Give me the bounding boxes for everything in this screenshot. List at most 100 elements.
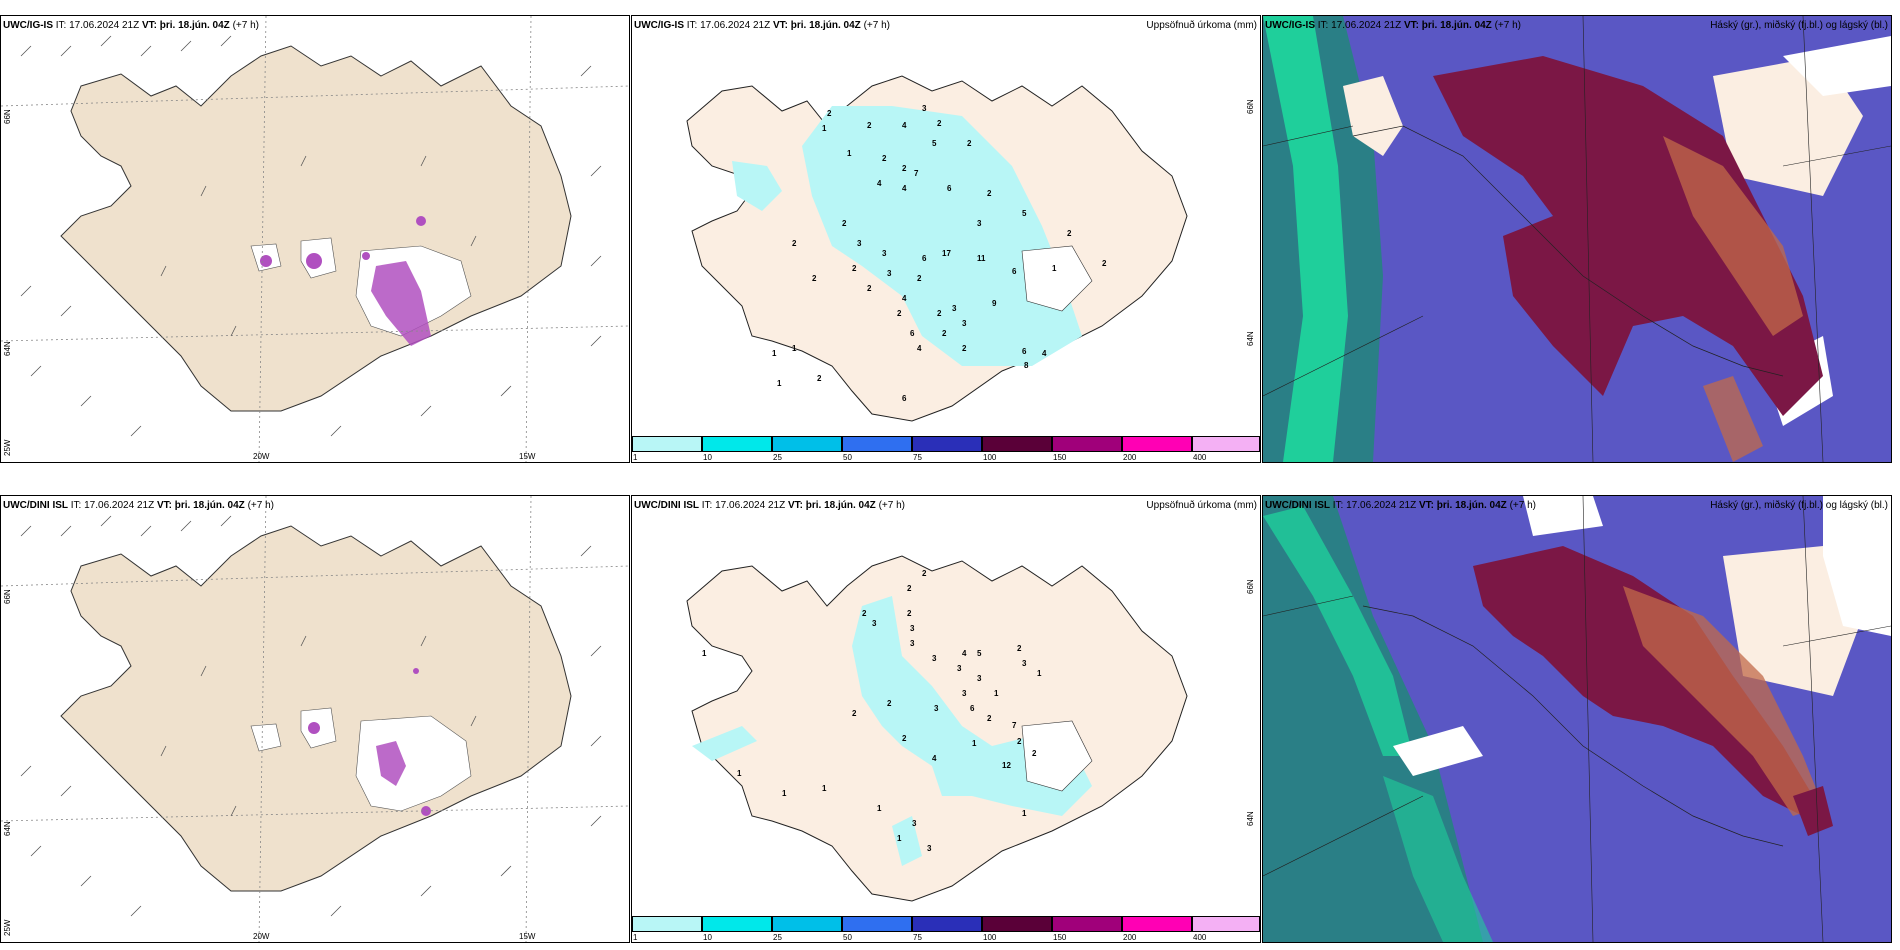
- colorbar-swatch: [632, 916, 702, 932]
- lon-label-15: 15W: [519, 932, 536, 941]
- precip-value: 1: [702, 649, 707, 658]
- grid-lines: [1263, 16, 1891, 462]
- colorbar-swatch: [982, 916, 1052, 932]
- valid-time: þri. 18.jún. 04Z: [805, 500, 876, 511]
- precip-purple: [308, 722, 320, 734]
- precip-value: 3: [1022, 659, 1027, 668]
- lead-time: (+7 h): [1494, 20, 1521, 31]
- precip-value: 6: [902, 394, 907, 403]
- precip-value: 11: [977, 254, 986, 263]
- lead-time: (+7 h): [1509, 500, 1536, 511]
- model-name: UWC/DINI ISL: [634, 500, 699, 511]
- init-time: IT: 17.06.2024 21Z: [686, 20, 771, 31]
- precip-value: 1: [822, 784, 827, 793]
- clear-sky-land: [1343, 76, 1403, 156]
- precip-value: 1: [777, 379, 782, 388]
- precip-value: 2: [967, 139, 972, 148]
- init-time: IT: 17.06.2024 21Z: [1317, 20, 1402, 31]
- precip-value: 2: [867, 121, 872, 130]
- precip-value: 2: [887, 699, 892, 708]
- init-time: IT: 17.06.2024 21Z: [55, 20, 140, 31]
- precip-value: 4: [902, 121, 907, 130]
- precip-value: 3: [872, 619, 877, 628]
- mid-cloud-orange: [1623, 586, 1823, 816]
- colorbar-swatch: [702, 916, 772, 932]
- mid-cloud-dark: [1433, 56, 1823, 416]
- valid-time: þri. 18.jún. 04Z: [174, 500, 245, 511]
- glacier-white: [355, 715, 472, 812]
- precip-purple: [371, 261, 431, 346]
- precip-value: 2: [842, 219, 847, 228]
- precip-purple: [413, 668, 419, 674]
- precip-value: 2: [987, 714, 992, 723]
- colorbar-tick: 200: [1123, 453, 1137, 462]
- wind-map-panel-bottom: UWC/DINI ISL IT: 17.06.2024 21Z VT: þri.…: [0, 495, 630, 943]
- precip-value: 2: [942, 329, 947, 338]
- coastline: [1362, 605, 1784, 847]
- precip-value: 4: [1042, 349, 1047, 358]
- precip-value: 2: [852, 264, 857, 273]
- precip-value: 5: [977, 649, 982, 658]
- precip-title: Uppsöfnuð úrkoma (mm): [1146, 20, 1257, 31]
- wind-map-bottom: [1, 496, 629, 942]
- precip-value: 1: [782, 789, 787, 798]
- precip-cyan: [692, 726, 757, 761]
- colorbar-tick: 400: [1193, 933, 1207, 942]
- colorbar-tick: 50: [843, 453, 852, 462]
- lat-label-66: 66N: [3, 589, 12, 604]
- colorbar-swatch: [702, 436, 772, 452]
- panel-title: UWC/DINI ISL IT: 17.06.2024 21Z VT: þri.…: [1265, 500, 1536, 511]
- lon-label-20: 20W: [253, 452, 270, 461]
- precip-value: 1: [822, 124, 827, 133]
- wind-barbs: [20, 515, 602, 917]
- precip-value: 2: [937, 119, 942, 128]
- colorbar-swatch: [772, 916, 842, 932]
- colorbar-swatch: [1192, 436, 1260, 452]
- colorbar-tick: 150: [1053, 453, 1067, 462]
- lead-time: (+7 h): [247, 500, 274, 511]
- lat-label-64: 64N: [3, 821, 12, 836]
- precip-value: 3: [882, 249, 887, 258]
- precip-value: 1: [897, 834, 902, 843]
- precip-value: 2: [1032, 749, 1037, 758]
- colorbar-tick: 1: [633, 453, 638, 462]
- coastline: [1352, 125, 1784, 377]
- precip-value: 6: [1022, 347, 1027, 356]
- glacier-white: [250, 723, 282, 752]
- precip-value: 6: [1012, 267, 1017, 276]
- precip-value: 4: [902, 294, 907, 303]
- precip-value: 5: [1022, 209, 1027, 218]
- lon-label-25: 25W: [3, 919, 12, 936]
- colorbar-swatch: [912, 916, 982, 932]
- lead-time: (+7 h): [878, 500, 905, 511]
- mid-cloud-orange: [1703, 376, 1763, 462]
- panel-title: UWC/IG-IS IT: 17.06.2024 21Z VT: þri. 18…: [3, 20, 259, 31]
- precip-value: 1: [847, 149, 852, 158]
- precip-colorbar: 1 10 25 50 75 100 150 200 400: [632, 436, 1260, 462]
- precip-value: 2: [862, 609, 867, 618]
- iceland-land: [60, 525, 572, 892]
- colorbar-tick: 150: [1053, 933, 1067, 942]
- lat-label-64: 64N: [1246, 811, 1255, 826]
- model-name: UWC/IG-IS: [1265, 20, 1315, 31]
- cloud-map-panel-bottom: UWC/DINI ISL IT: 17.06.2024 21Z VT: þri.…: [1262, 495, 1892, 943]
- precip-value: 2: [792, 239, 797, 248]
- colorbar-swatch: [842, 916, 912, 932]
- precip-value: 3: [962, 689, 967, 698]
- colorbar-swatch: [1122, 436, 1192, 452]
- lat-label-66: 66N: [3, 109, 12, 124]
- clear-sky-white: [1393, 726, 1483, 776]
- precip-value: 7: [1012, 721, 1017, 730]
- precip-value: 2: [917, 274, 922, 283]
- precip-value: 3: [912, 819, 917, 828]
- colorbar-swatch: [842, 436, 912, 452]
- precip-cyan: [732, 161, 782, 211]
- cloud-map-bottom: [1263, 496, 1891, 942]
- precip-value: 3: [927, 844, 932, 853]
- precip-value: 6: [910, 329, 915, 338]
- precip-value: 1: [1037, 669, 1042, 678]
- precip-value: 1: [772, 349, 777, 358]
- lat-label-64: 64N: [3, 341, 12, 356]
